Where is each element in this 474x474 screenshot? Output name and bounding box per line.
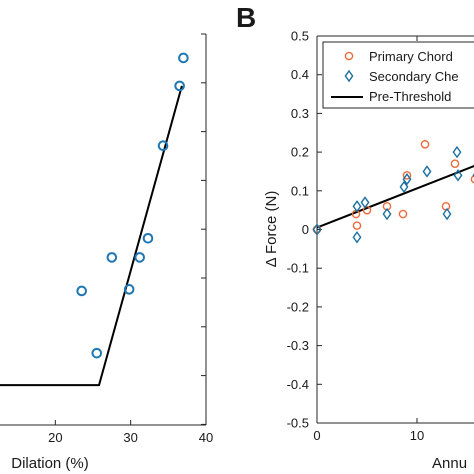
x-axis-label: Annu xyxy=(432,455,467,472)
panel-letter: B xyxy=(236,2,256,33)
y-axis-label: Δ Force (N) xyxy=(263,191,280,268)
legend-label-primary: Primary Chord xyxy=(369,49,453,64)
data-point-secondary xyxy=(360,196,370,209)
legend-marker-secondary xyxy=(344,69,354,83)
data-point-secondary xyxy=(312,223,322,236)
data-point-primary xyxy=(352,221,362,230)
data-point-primary xyxy=(398,209,408,219)
fit-line xyxy=(316,165,474,229)
data-point-primary xyxy=(470,175,474,184)
data-point xyxy=(134,252,146,263)
legend-marker-primary xyxy=(344,51,354,61)
y-tick-label: -0.1 xyxy=(287,261,309,276)
y-tick-label: 0.2 xyxy=(291,145,309,160)
x-tick-label: 40 xyxy=(199,430,213,445)
y-tick-label: -0.2 xyxy=(287,299,309,314)
x-tick-label: 0 xyxy=(313,428,320,443)
x-axis-label: Dilation (%) xyxy=(11,455,89,472)
panel-b: B -0.5 -0.4 -0.3 -0.2 -0.1 0 0.1 0.2 0.3 0.4 0.5 0 10… xyxy=(236,2,474,472)
fit-line xyxy=(0,85,183,387)
x-tick-label: 30 xyxy=(123,430,137,445)
data-point-secondary xyxy=(453,169,463,182)
data-point-primary xyxy=(441,201,451,211)
y-tick-label: 0.1 xyxy=(291,183,309,198)
data-point xyxy=(76,285,87,297)
legend: Primary Chord Secondary Che Pre-Threshold xyxy=(322,41,474,109)
data-point-primary xyxy=(362,205,372,215)
data-point xyxy=(142,232,154,244)
data-point-secondary xyxy=(422,165,432,178)
data-point xyxy=(178,52,189,64)
data-point-secondary xyxy=(402,172,412,186)
y-tick-label: -0.4 xyxy=(287,377,309,392)
data-point-secondary xyxy=(399,180,409,194)
data-point-secondary xyxy=(452,145,462,159)
data-point xyxy=(174,80,185,92)
data-point xyxy=(91,347,103,359)
data-point-primary xyxy=(402,171,412,180)
panel-a: 20 30 40 Dilation (%) xyxy=(0,33,213,472)
data-point-secondary xyxy=(352,231,362,244)
legend-label-line: Pre-Threshold xyxy=(369,89,451,104)
y-tick-label: 0.5 xyxy=(291,29,309,44)
x-tick-label: 10 xyxy=(410,428,424,443)
legend-label-secondary: Secondary Che xyxy=(369,69,459,84)
y-tick-label: -0.3 xyxy=(287,338,309,353)
x-tick-label: 20 xyxy=(48,430,62,445)
data-point-primary xyxy=(450,159,460,169)
data-point xyxy=(106,252,118,263)
y-tick-label: 0 xyxy=(302,222,309,237)
data-point-secondary xyxy=(382,207,392,221)
data-point xyxy=(123,284,135,295)
data-point-primary xyxy=(420,140,430,149)
data-point-secondary xyxy=(352,200,362,213)
data-point-secondary xyxy=(442,207,452,221)
data-point xyxy=(157,140,169,152)
y-tick-label: 0.3 xyxy=(291,106,309,121)
y-tick-label: 0.4 xyxy=(291,67,309,82)
y-tick-label: -0.5 xyxy=(287,416,309,431)
